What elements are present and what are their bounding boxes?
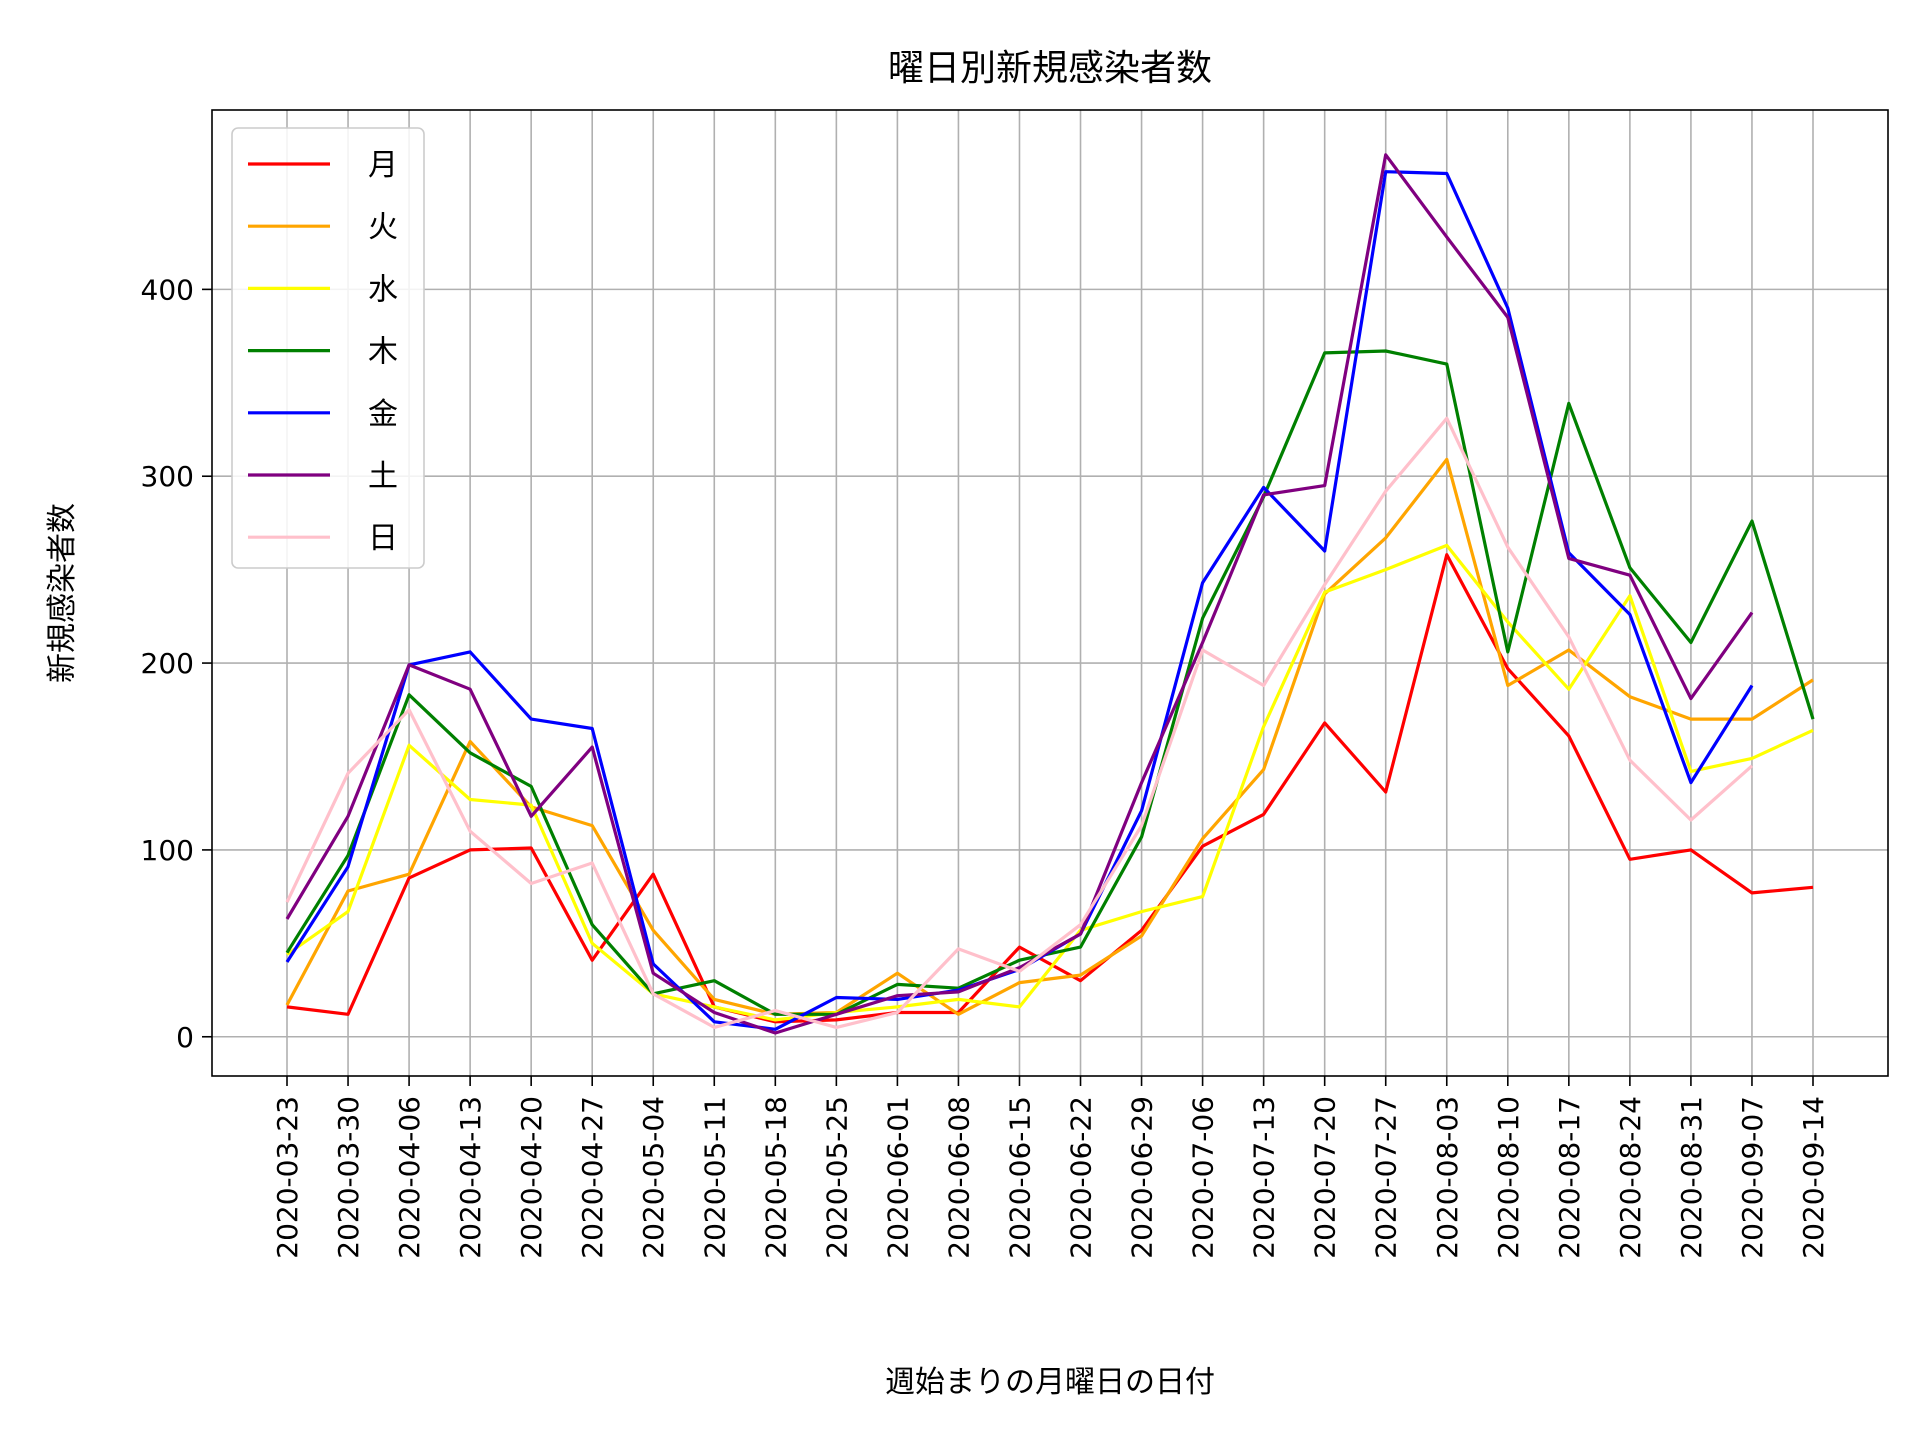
- x-tick-label: 2020-04-13: [454, 1096, 487, 1259]
- chart-title: 曜日別新規感染者数: [888, 48, 1212, 89]
- legend-box: [231, 127, 425, 569]
- x-tick-label: 2020-03-30: [332, 1096, 365, 1259]
- x-tick-label: 2020-09-07: [1736, 1096, 1769, 1259]
- series-line-3: [286, 543, 1814, 1022]
- x-axis-title: 週始まりの月曜日の日付: [885, 1365, 1215, 1400]
- x-tick-label: 2020-07-27: [1370, 1096, 1403, 1259]
- x-tick-label: 2020-08-17: [1553, 1096, 1586, 1259]
- x-tick-label: 2020-04-20: [515, 1096, 548, 1259]
- x-tick-label: 2020-08-10: [1492, 1096, 1525, 1259]
- y-tick-label: 100: [141, 834, 194, 867]
- x-tick-label: 2020-06-01: [881, 1096, 914, 1259]
- x-tick-label: 2020-08-03: [1431, 1096, 1464, 1259]
- legend-label: 木: [368, 335, 398, 370]
- x-tick-label: 2020-07-06: [1187, 1096, 1220, 1259]
- plot-frame: [211, 109, 1889, 1077]
- x-tick-label: 2020-06-22: [1065, 1096, 1098, 1259]
- x-tick-label: 2020-08-31: [1675, 1096, 1708, 1259]
- series-line-6: [285, 153, 1754, 1035]
- x-tick-label: 2020-07-13: [1248, 1096, 1281, 1259]
- legend-label: 日: [368, 521, 398, 556]
- legend-label: 土: [368, 459, 398, 494]
- y-axis: 0 100 200 300 400: [141, 273, 212, 1054]
- x-tick-label: 2020-06-29: [1126, 1096, 1159, 1259]
- x-tick-label: 2020-05-18: [759, 1096, 792, 1259]
- series-line-4: [285, 349, 1815, 1016]
- x-tick-label: 2020-04-27: [576, 1096, 609, 1259]
- legend-label: 金: [368, 397, 398, 432]
- x-tick-label: 2020-04-06: [393, 1096, 426, 1259]
- x-axis: 2020-03-23 2020-03-30 2020-04-06 2020-04-13…: [271, 1076, 1830, 1259]
- legend-label: 月: [368, 148, 398, 183]
- y-tick-label: 200: [141, 647, 194, 680]
- x-tick-label: 2020-06-15: [1003, 1096, 1036, 1259]
- x-tick-label: 2020-05-04: [637, 1096, 670, 1259]
- series-line-7: [285, 416, 1754, 1029]
- y-axis-title: 新規感染者数: [45, 503, 80, 683]
- y-tick-label: 400: [141, 273, 194, 306]
- legend-label: 水: [368, 272, 398, 307]
- x-tick-label: 2020-03-23: [271, 1096, 304, 1259]
- legend-label: 火: [368, 210, 398, 245]
- x-tick-label: 2020-07-20: [1309, 1096, 1342, 1259]
- series-line-1: [286, 553, 1814, 1024]
- y-tick-label: 300: [141, 460, 194, 493]
- series-lines: [285, 153, 1815, 1035]
- x-tick-label: 2020-06-08: [942, 1096, 975, 1259]
- y-tick-label: 0: [176, 1021, 194, 1054]
- x-tick-label: 2020-08-24: [1614, 1096, 1647, 1259]
- x-tick-label: 2020-05-25: [820, 1096, 853, 1259]
- x-tick-label: 2020-05-11: [698, 1096, 731, 1259]
- x-tick-label: 2020-09-14: [1797, 1096, 1830, 1259]
